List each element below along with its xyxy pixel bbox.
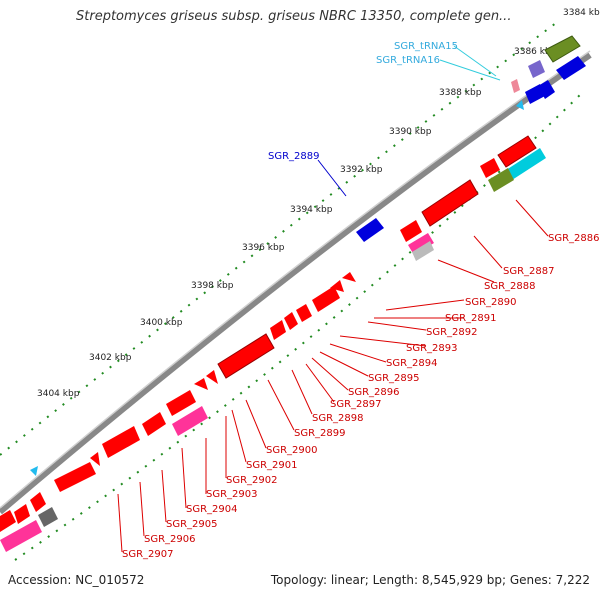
label-sgr-2886[interactable]: SGR_2886 <box>548 233 600 244</box>
gene-red[interactable] <box>102 426 140 458</box>
lower-gene-labels <box>117 199 549 553</box>
gene-pink[interactable] <box>172 406 208 436</box>
label-sgr-2902[interactable]: SGR_2902 <box>226 475 278 486</box>
gene-red[interactable] <box>206 370 218 384</box>
genome-backbone-highlight <box>0 50 591 509</box>
gene-pink[interactable] <box>0 520 42 552</box>
gene-blue[interactable] <box>356 218 384 242</box>
kbp-label: 3386 kbp <box>514 47 557 57</box>
label-sgr-trna16[interactable]: SGR_tRNA16 <box>376 55 440 66</box>
gene-red[interactable] <box>270 320 286 340</box>
gene-red[interactable] <box>342 272 356 282</box>
label-sgr-2907[interactable]: SGR_2907 <box>122 549 174 560</box>
label-sgr-2894[interactable]: SGR_2894 <box>386 358 438 369</box>
label-sgr-2901[interactable]: SGR_2901 <box>246 460 298 471</box>
gene-blue[interactable] <box>525 84 545 104</box>
gene-red[interactable] <box>194 378 208 390</box>
gene-red[interactable] <box>90 452 100 466</box>
kbp-label: 3398 kbp <box>191 281 234 291</box>
label-sgr-2892[interactable]: SGR_2892 <box>426 327 478 338</box>
label-sgr-2893[interactable]: SGR_2893 <box>406 343 458 354</box>
scale-labels: 3384 kbp 3386 kbp 3388 kbp 3390 kbp 3392… <box>37 8 600 399</box>
upper-scale-track <box>0 19 561 456</box>
kbp-label: 3402 kbp <box>89 353 132 363</box>
map-title: Streptomyces griseus subsp. griseus NBRC… <box>76 9 512 24</box>
lower-gene-label-text: SGR_2886 SGR_2887 SGR_2888 SGR_2890 SGR_… <box>122 233 600 560</box>
label-sgr-2904[interactable]: SGR_2904 <box>186 504 238 515</box>
label-sgr-2889[interactable]: SGR_2889 <box>268 151 320 162</box>
gene-pink[interactable] <box>408 233 434 255</box>
label-sgr-2905[interactable]: SGR_2905 <box>166 519 218 530</box>
kbp-label: 3384 kbp <box>563 8 600 18</box>
gene-red[interactable] <box>312 286 340 312</box>
gene-cyan[interactable] <box>506 148 546 180</box>
label-sgr-2888[interactable]: SGR_2888 <box>484 281 536 292</box>
label-sgr-2900[interactable]: SGR_2900 <box>266 445 318 456</box>
label-sgr-2887[interactable]: SGR_2887 <box>503 266 555 277</box>
kbp-label: 3400 kbp <box>140 318 183 328</box>
accession-text: Accession: NC_010572 <box>8 573 145 587</box>
gene-red[interactable] <box>30 492 46 512</box>
gene-blue[interactable] <box>538 80 555 99</box>
kbp-label: 3390 kbp <box>389 127 432 137</box>
gene-blue[interactable] <box>556 56 586 80</box>
gene-red[interactable] <box>497 135 537 168</box>
kbp-label: 3392 kbp <box>340 165 383 175</box>
label-sgr-trna15[interactable]: SGR_tRNA15 <box>394 41 458 52</box>
gene-red[interactable] <box>166 390 196 416</box>
kbp-label: 3388 kbp <box>439 88 482 98</box>
label-sgr-2891[interactable]: SGR_2891 <box>445 313 497 324</box>
label-sgr-2898[interactable]: SGR_2898 <box>312 413 364 424</box>
gene-red[interactable] <box>14 504 30 524</box>
gene-cyan-arrow[interactable] <box>30 466 38 476</box>
label-sgr-2899[interactable]: SGR_2899 <box>294 428 346 439</box>
gene-cyan-arrow[interactable] <box>516 100 524 110</box>
gene-red[interactable] <box>480 158 500 178</box>
gene-red[interactable] <box>217 333 275 379</box>
kbp-label: 3404 kbp <box>37 389 80 399</box>
gene-red[interactable] <box>296 304 312 322</box>
gene-gray[interactable] <box>412 241 434 261</box>
gene-red[interactable] <box>421 179 479 227</box>
label-sgr-2896[interactable]: SGR_2896 <box>348 387 400 398</box>
upper-strand-genes <box>30 35 586 476</box>
label-sgr-2897[interactable]: SGR_2897 <box>330 399 382 410</box>
gene-red[interactable] <box>400 220 422 242</box>
lower-strand-genes <box>0 135 546 552</box>
label-sgr-2906[interactable]: SGR_2906 <box>144 534 196 545</box>
upper-gene-labels: SGR_tRNA15 SGR_tRNA16 SGR_2889 <box>268 41 501 197</box>
gene-red[interactable] <box>54 462 96 492</box>
kbp-label: 3396 kbp <box>242 243 285 253</box>
gene-olive[interactable] <box>544 35 581 63</box>
gene-red[interactable] <box>142 412 166 436</box>
kbp-label: 3394 kbp <box>290 205 333 215</box>
gene-trna[interactable] <box>511 79 520 93</box>
label-sgr-2903[interactable]: SGR_2903 <box>206 489 258 500</box>
genome-backbone <box>0 52 592 515</box>
genome-stats-text: Topology: linear; Length: 8,545,929 bp; … <box>270 573 590 587</box>
gene-red[interactable] <box>0 510 16 532</box>
gene-gray-dark[interactable] <box>38 507 58 527</box>
gene-olive[interactable] <box>488 168 514 192</box>
label-sgr-2895[interactable]: SGR_2895 <box>368 373 420 384</box>
label-sgr-2890[interactable]: SGR_2890 <box>465 297 517 308</box>
gene-red[interactable] <box>284 312 298 330</box>
gene-purple[interactable] <box>528 60 545 78</box>
